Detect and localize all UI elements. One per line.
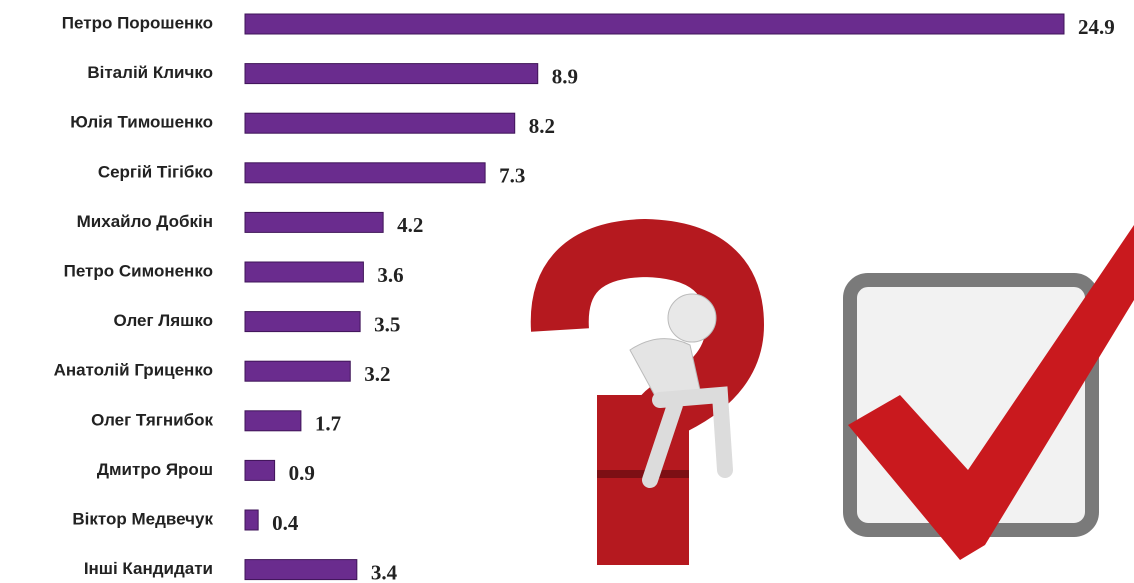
category-label: Михайло Добкін [77,212,213,231]
bar [244,112,516,134]
category-label: Юлія Тимошенко [70,113,213,132]
bar [244,360,351,382]
category-label: Віктор Медвечук [72,509,213,528]
value-label: 0.9 [289,461,315,485]
bar [244,410,302,432]
value-label: 8.9 [552,64,578,88]
bar [244,63,539,85]
value-label: 3.4 [371,560,398,583]
checkmark [848,225,1134,560]
value-label: 4.2 [397,213,423,237]
value-label: 3.2 [364,362,390,386]
checkbox-illustration [843,225,1134,560]
figure-head [667,293,717,343]
bar [244,261,364,283]
bar [244,162,486,184]
value-label: 7.3 [499,164,525,188]
bar [244,211,384,233]
value-label: 3.6 [377,263,403,287]
category-label: Дмитро Ярош [97,460,213,479]
category-label: Петро Симоненко [64,261,213,280]
category-label: Інші Кандидати [84,559,213,578]
category-label: Петро Порошенко [62,13,213,32]
category-label: Сергій Тігібко [98,162,213,181]
category-label: Віталій Кличко [87,63,213,82]
bar [244,559,358,581]
bar [244,13,1065,35]
value-label: 8.2 [529,114,555,138]
category-label: Олег Ляшко [113,311,213,330]
bar [244,509,259,531]
category-label: Анатолій Гриценко [54,361,213,380]
bar [244,311,361,333]
value-label: 24.9 [1078,15,1115,39]
bar [244,459,276,481]
question-gap [597,470,689,478]
value-label: 3.5 [374,312,400,336]
question-illustration [530,218,765,565]
category-label: Олег Тягнибок [91,410,213,429]
value-label: 1.7 [315,412,341,436]
figure-legs [642,386,733,488]
value-label: 0.4 [272,511,299,535]
